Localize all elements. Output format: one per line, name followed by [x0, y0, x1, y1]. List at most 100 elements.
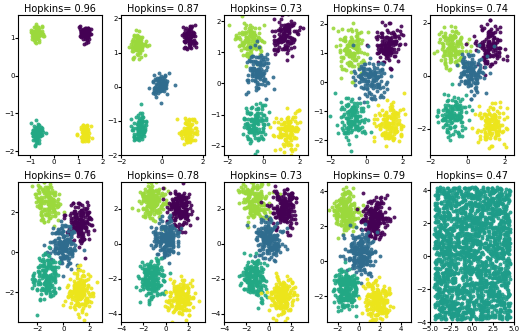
Point: [140, 284, 149, 289]
Point: [343, 109, 352, 114]
Point: [464, 268, 472, 273]
Point: [439, 251, 447, 256]
Point: [160, 251, 169, 256]
Point: [489, 214, 497, 219]
Point: [444, 276, 452, 282]
Point: [250, 209, 259, 214]
Point: [467, 88, 475, 94]
Point: [384, 45, 392, 50]
Point: [358, 283, 367, 289]
Point: [395, 118, 403, 123]
Point: [337, 223, 346, 228]
Point: [354, 209, 362, 215]
Point: [499, 255, 507, 260]
Point: [85, 215, 93, 220]
Point: [473, 42, 481, 47]
Point: [454, 308, 462, 313]
Point: [452, 242, 460, 247]
Point: [466, 185, 474, 191]
Point: [276, 191, 285, 197]
Point: [191, 125, 199, 131]
Point: [137, 119, 145, 125]
Point: [34, 268, 42, 274]
Point: [441, 261, 450, 266]
Point: [261, 255, 269, 260]
Point: [462, 236, 470, 241]
Point: [357, 72, 366, 77]
Point: [35, 127, 43, 132]
Point: [375, 308, 383, 313]
Point: [467, 308, 476, 314]
Point: [373, 66, 381, 71]
Point: [381, 324, 389, 329]
Point: [490, 229, 499, 235]
Point: [279, 131, 287, 136]
Point: [159, 254, 168, 259]
Point: [244, 189, 252, 195]
Point: [345, 189, 353, 195]
Point: [349, 104, 357, 110]
Point: [436, 188, 444, 194]
Point: [179, 307, 187, 312]
Point: [436, 296, 445, 301]
Point: [34, 126, 42, 131]
Point: [358, 262, 367, 268]
Point: [453, 116, 461, 121]
Point: [443, 222, 451, 227]
Point: [444, 251, 453, 257]
Point: [444, 203, 452, 208]
Point: [342, 201, 351, 207]
Point: [58, 246, 66, 252]
Point: [275, 303, 283, 309]
Point: [385, 114, 393, 119]
Point: [181, 115, 189, 120]
Point: [489, 31, 498, 36]
Point: [478, 45, 487, 50]
Point: [271, 293, 279, 299]
Point: [371, 112, 379, 117]
Point: [286, 127, 294, 132]
Point: [45, 280, 53, 285]
Point: [378, 33, 386, 38]
Point: [257, 117, 266, 122]
Point: [501, 270, 510, 276]
Point: [41, 211, 49, 216]
Point: [356, 247, 365, 253]
Point: [467, 310, 476, 316]
Point: [376, 48, 385, 53]
Point: [446, 109, 455, 114]
Point: [249, 266, 257, 271]
Point: [182, 202, 190, 207]
Point: [498, 201, 506, 207]
Point: [449, 33, 457, 38]
Point: [462, 287, 470, 293]
Point: [431, 283, 439, 288]
Point: [445, 309, 454, 314]
Point: [453, 49, 462, 55]
Point: [250, 279, 258, 284]
Point: [451, 253, 459, 258]
Point: [380, 284, 389, 289]
Point: [180, 32, 188, 38]
Point: [458, 206, 467, 212]
Point: [504, 247, 512, 252]
Point: [246, 252, 254, 257]
Point: [438, 258, 446, 264]
Point: [443, 209, 451, 215]
Point: [351, 77, 359, 83]
Point: [462, 305, 471, 310]
Point: [449, 44, 457, 49]
Point: [283, 212, 292, 217]
Point: [257, 183, 266, 189]
Point: [257, 286, 266, 291]
Point: [83, 131, 91, 136]
Point: [474, 73, 483, 78]
Point: [36, 258, 45, 263]
Point: [393, 111, 401, 116]
Point: [465, 253, 474, 259]
Point: [451, 48, 459, 53]
Point: [73, 226, 82, 231]
Point: [384, 216, 392, 221]
Point: [439, 234, 447, 239]
Point: [371, 225, 379, 230]
